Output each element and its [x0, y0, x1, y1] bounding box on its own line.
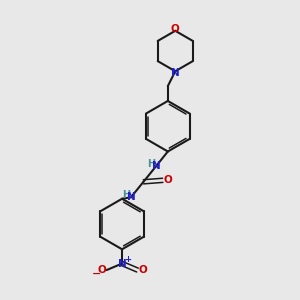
Text: O: O [164, 175, 172, 185]
Text: N: N [127, 192, 136, 202]
Text: −: − [92, 268, 101, 279]
Text: +: + [124, 255, 131, 264]
Text: N: N [171, 68, 180, 78]
Text: O: O [171, 24, 180, 34]
Text: O: O [97, 265, 106, 275]
Text: O: O [138, 265, 147, 275]
Text: N: N [118, 259, 126, 269]
Text: H: H [147, 159, 155, 169]
Text: H: H [122, 190, 130, 200]
Text: N: N [152, 161, 161, 171]
